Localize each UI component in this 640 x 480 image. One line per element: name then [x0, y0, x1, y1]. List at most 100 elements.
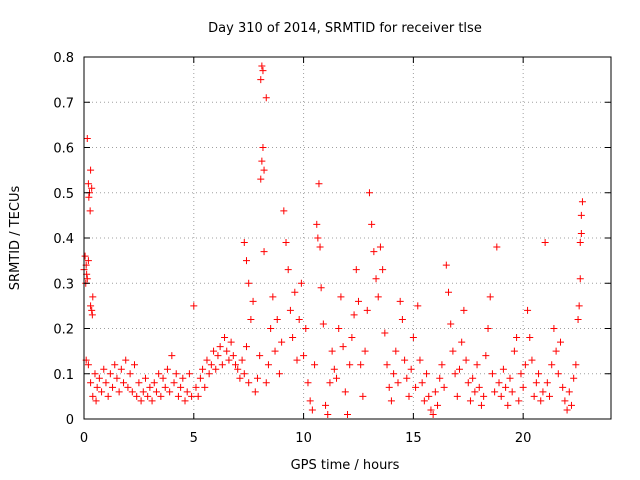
data-point: [194, 392, 202, 400]
data-point: [445, 288, 453, 296]
data-point: [150, 379, 158, 387]
data-point: [102, 379, 110, 387]
data-point: [519, 383, 527, 391]
data-point: [267, 325, 275, 332]
data-point: [111, 361, 119, 369]
data-point: [438, 361, 446, 369]
data-point: [370, 248, 378, 256]
data-point: [159, 374, 167, 382]
data-point: [427, 406, 435, 414]
data-point: [526, 334, 534, 342]
data-point: [131, 361, 139, 369]
data-point: [414, 302, 422, 310]
data-point: [188, 392, 196, 400]
data-point: [576, 275, 584, 283]
data-point: [242, 257, 250, 265]
data-point: [106, 370, 114, 378]
data-point: [297, 279, 305, 287]
data-point: [242, 343, 250, 351]
data-point: [258, 157, 266, 165]
data-point: [152, 388, 160, 396]
data-point: [155, 370, 163, 378]
data-point: [554, 370, 562, 378]
data-point: [447, 320, 455, 328]
data-point: [361, 347, 369, 355]
data-point: [280, 207, 288, 215]
data-point: [357, 361, 365, 369]
data-point: [577, 229, 585, 237]
data-point: [409, 334, 417, 342]
data-point: [260, 248, 268, 256]
data-point: [537, 397, 545, 405]
data-point: [100, 365, 108, 373]
data-point: [257, 175, 265, 183]
data-point: [420, 397, 428, 405]
data-point: [120, 379, 128, 387]
data-point: [575, 302, 583, 310]
data-point: [83, 275, 91, 283]
data-point: [88, 184, 96, 192]
data-point: [339, 343, 347, 351]
data-point: [245, 379, 253, 387]
data-point: [314, 234, 322, 242]
data-point: [245, 279, 253, 287]
data-point: [344, 410, 351, 418]
data-point: [84, 257, 92, 265]
x-tick-label: 10: [295, 431, 312, 446]
data-point: [84, 361, 92, 369]
data-point: [477, 401, 485, 409]
data-point: [275, 370, 283, 378]
data-point: [324, 410, 332, 418]
data-point: [466, 397, 474, 405]
data-point: [302, 325, 310, 332]
data-point: [229, 352, 237, 360]
data-point: [128, 388, 136, 396]
data-point: [93, 383, 101, 391]
data-point: [524, 306, 532, 314]
data-point: [256, 352, 264, 360]
data-point: [376, 243, 384, 251]
data-point: [315, 180, 323, 188]
data-point: [135, 379, 143, 387]
data-point: [346, 361, 354, 369]
data-point: [387, 397, 395, 405]
data-point: [89, 392, 97, 400]
data-point: [203, 356, 211, 364]
data-point: [249, 297, 257, 305]
data-point: [333, 374, 341, 382]
data-point: [170, 379, 178, 387]
data-point: [89, 293, 97, 301]
x-tick-label: 0: [80, 431, 88, 446]
data-point: [192, 383, 200, 391]
data-point: [225, 356, 233, 364]
data-point: [392, 347, 400, 355]
data-point: [495, 379, 503, 387]
data-point: [141, 374, 149, 382]
data-point: [124, 383, 132, 391]
data-point: [401, 356, 409, 364]
data-point: [201, 383, 209, 391]
data-point: [104, 392, 112, 400]
data-point: [87, 379, 95, 387]
data-point: [559, 383, 567, 391]
data-point: [436, 374, 444, 382]
data-point: [273, 315, 281, 323]
y-tick-labels: 0 0.1 0.2 0.3 0.4 0.5 0.6 0.7 0.8: [53, 51, 74, 428]
data-point: [455, 365, 463, 373]
data-point: [390, 370, 398, 378]
data-point: [271, 347, 279, 355]
x-tick-labels: 0 5 10 15 20: [80, 431, 532, 446]
data-point: [251, 388, 259, 396]
data-point: [240, 239, 248, 247]
data-point: [161, 383, 169, 391]
data-point: [163, 365, 171, 373]
data-point: [541, 239, 549, 247]
data-point: [578, 198, 586, 206]
data-point: [330, 365, 338, 373]
data-point: [313, 220, 321, 228]
data-point: [293, 356, 301, 364]
y-axis-label: SRMTID / TECUs: [8, 186, 23, 291]
data-point: [289, 334, 297, 342]
y-tick-label: 0.8: [53, 51, 74, 66]
data-point: [185, 370, 193, 378]
